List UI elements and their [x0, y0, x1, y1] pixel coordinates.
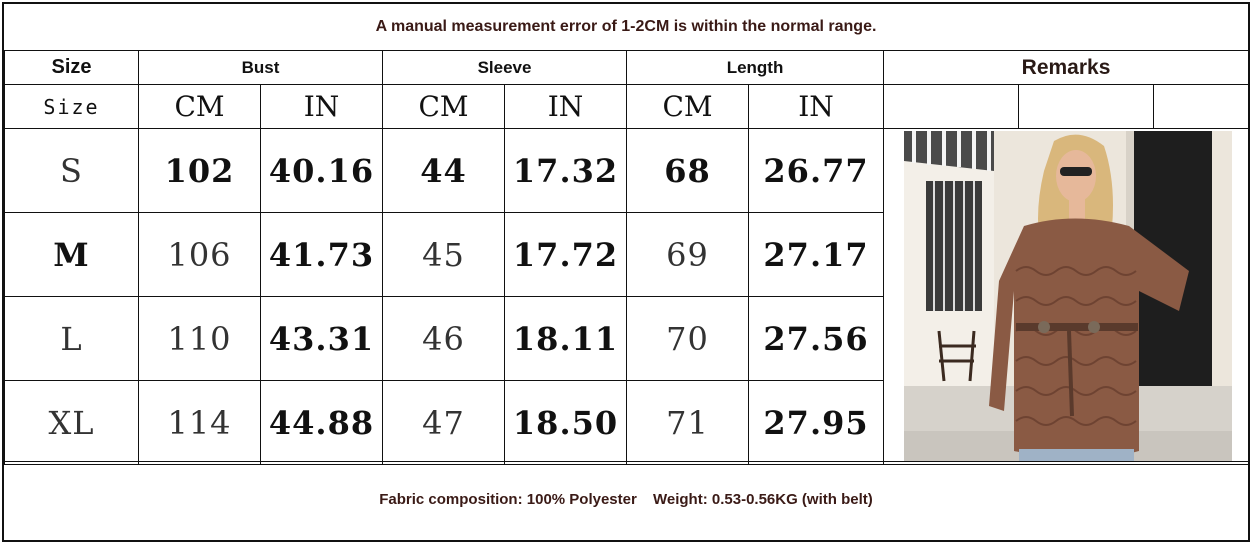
length-in-cell: 26.77 — [748, 128, 885, 213]
remarks-subcell — [1153, 84, 1250, 129]
length-cm-cell: 68 — [626, 128, 750, 213]
length-in-header: IN — [748, 84, 885, 129]
sleeve-cm-cell: 47 — [382, 380, 505, 465]
length-in-cell: 27.95 — [748, 380, 885, 465]
bust-in-header: IN — [260, 84, 383, 129]
size-header: Size — [4, 50, 139, 85]
table-row: L 110 43.31 46 18.11 70 27.56 — [4, 296, 1249, 381]
bust-in-cell: 44.88 — [260, 380, 383, 465]
length-cm-cell: 70 — [626, 296, 750, 381]
length-header: Length — [626, 50, 885, 85]
length-in-cell: 27.17 — [748, 212, 885, 297]
size-cell: L — [4, 296, 139, 381]
sleeve-in-cell: 17.72 — [503, 212, 628, 297]
bust-cm-cell: 106 — [138, 212, 261, 297]
bust-in-cell: 43.31 — [260, 296, 383, 381]
sleeve-in-cell: 17.32 — [503, 128, 628, 213]
size-cell: M — [4, 212, 139, 297]
product-photo — [904, 131, 1233, 462]
sleeve-in-cell: 18.11 — [503, 296, 628, 381]
unit-row: Size CM IN CM IN CM IN — [4, 84, 1250, 129]
remarks-subcell — [1018, 84, 1155, 129]
table-row: M 106 41.73 45 17.72 69 27.17 — [4, 212, 1249, 297]
bust-cm-cell: 114 — [138, 380, 261, 465]
sleeve-cm-cell: 45 — [382, 212, 505, 297]
length-in-cell: 27.56 — [748, 296, 885, 381]
length-cm-cell: 71 — [626, 380, 750, 465]
size-subheader: Size — [4, 84, 139, 129]
remarks-image-cell — [883, 128, 1250, 465]
weight-info: Weight: 0.53-0.56KG (with belt) — [653, 491, 873, 508]
size-table: Size Bust Sleeve Length Remarks Size CM … — [4, 50, 1250, 465]
sleeve-in-cell: 18.50 — [503, 380, 628, 465]
footer-info: Fabric composition: 100% Polyester Weigh… — [4, 461, 1248, 540]
length-cm-header: CM — [626, 84, 750, 129]
model-sweater-image — [904, 131, 1233, 462]
bust-cm-cell: 110 — [138, 296, 261, 381]
measurement-notice: A manual measurement error of 1-2CM is w… — [4, 4, 1248, 51]
bust-header: Bust — [138, 50, 383, 85]
length-cm-cell: 69 — [626, 212, 750, 297]
remarks-subcell — [883, 84, 1020, 129]
size-cell: XL — [4, 380, 139, 465]
sleeve-cm-header: CM — [382, 84, 505, 129]
fabric-composition: Fabric composition: 100% Polyester — [379, 491, 637, 508]
bust-in-cell: 41.73 — [260, 212, 383, 297]
bust-cm-header: CM — [138, 84, 261, 129]
sleeve-in-header: IN — [503, 84, 628, 129]
remarks-header: Remarks — [883, 50, 1250, 85]
bust-in-cell: 40.16 — [260, 128, 383, 213]
table-row: S 102 40.16 44 17.32 68 26.77 — [4, 128, 1250, 465]
table-row: XL 114 44.88 47 18.50 71 27.95 — [4, 380, 1249, 465]
sleeve-cm-cell: 44 — [382, 128, 505, 213]
header-row: Size Bust Sleeve Length Remarks — [4, 50, 1250, 85]
sleeve-header: Sleeve — [381, 50, 628, 85]
size-cell: S — [4, 128, 139, 213]
sleeve-cm-cell: 46 — [382, 296, 505, 381]
bust-cm-cell: 102 — [138, 128, 261, 213]
